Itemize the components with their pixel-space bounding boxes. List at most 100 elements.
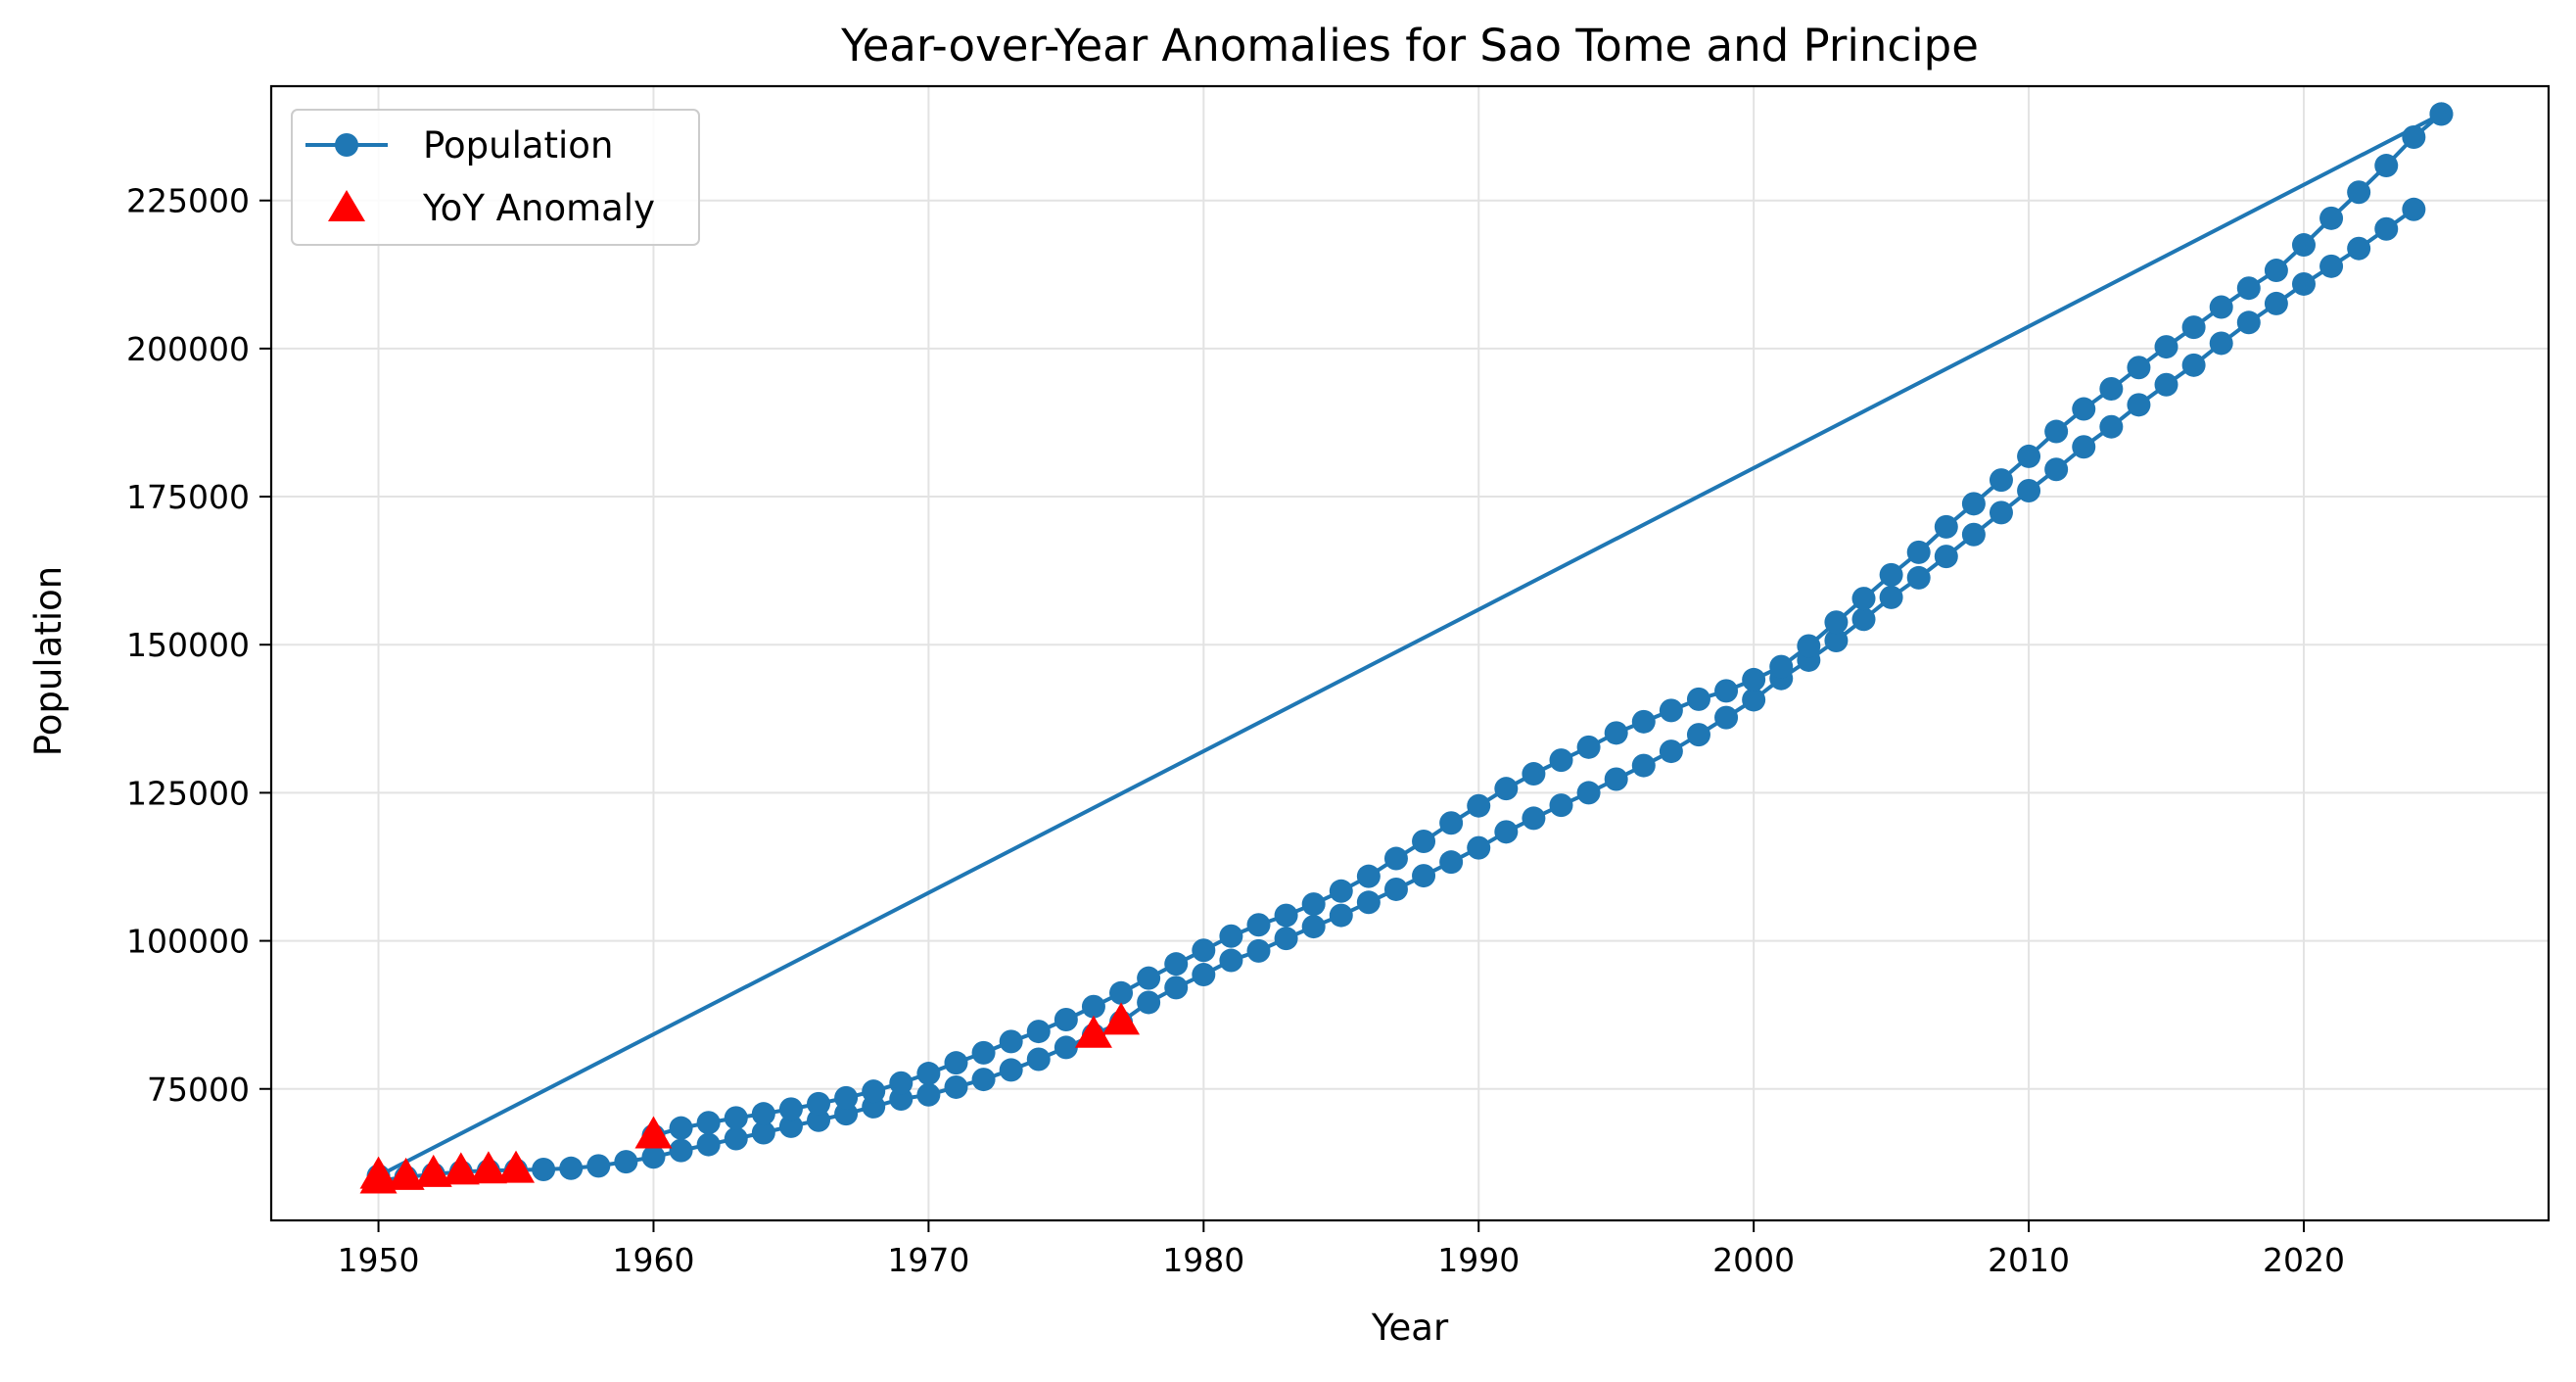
population-point: [1522, 806, 1546, 831]
population-point: [1219, 924, 1243, 948]
population-point: [1301, 915, 1326, 939]
population-point: [1164, 952, 1189, 977]
x-tick-label: 2020: [2263, 1241, 2345, 1279]
population-point: [1412, 864, 1436, 888]
population-point: [1383, 846, 1408, 871]
population-point: [724, 1106, 748, 1130]
population-point: [1659, 739, 1683, 764]
population-line-segment: [377, 112, 2443, 1178]
population-point: [1742, 667, 1766, 691]
anomaly-marker: [497, 1150, 536, 1183]
population-point: [2374, 154, 2399, 178]
population-point: [999, 1058, 1023, 1082]
population-point: [1522, 762, 1546, 786]
population-point: [1164, 976, 1189, 1000]
population-point: [2044, 457, 2069, 482]
population-point: [1576, 735, 1601, 759]
population-point: [1934, 514, 1958, 539]
population-point: [862, 1079, 886, 1104]
anomaly-marker: [359, 1156, 398, 1189]
population-point: [614, 1150, 638, 1174]
population-point: [1879, 585, 1903, 609]
population-point: [1246, 913, 1271, 937]
population-point: [2181, 315, 2206, 340]
anomaly-marker: [634, 1116, 673, 1149]
anomaly-marker: [414, 1154, 452, 1187]
population-point: [2099, 377, 2124, 402]
population-point: [1439, 811, 1464, 835]
population-point: [2264, 291, 2288, 315]
population-point: [2072, 435, 2096, 459]
population-point: [1961, 522, 1986, 547]
population-point: [1824, 610, 1849, 635]
population-point: [1934, 545, 1958, 569]
anomaly-marker: [442, 1152, 480, 1185]
legend-box: [291, 109, 700, 246]
population-point: [2154, 335, 2178, 359]
population-point: [1576, 781, 1601, 805]
anomaly-marker: [1102, 1002, 1141, 1035]
population-point: [586, 1154, 611, 1178]
population-point: [669, 1138, 693, 1163]
population-point: [2044, 419, 2069, 444]
population-point: [2374, 216, 2399, 241]
plot-frame: [269, 84, 2551, 1222]
population-point: [1137, 966, 1161, 990]
population-point: [2429, 102, 2454, 126]
y-tick-label: 75000: [147, 1071, 250, 1109]
population-point: [1081, 994, 1105, 1019]
x-tick-label: 2010: [1988, 1241, 2070, 1279]
population-point: [696, 1111, 721, 1135]
population-point: [2154, 372, 2178, 397]
population-point: [971, 1068, 996, 1092]
population-point: [2291, 271, 2316, 296]
population-point: [1054, 1008, 1078, 1032]
population-point: [1989, 500, 2013, 525]
x-tick-label: 1980: [1162, 1241, 1244, 1279]
population-point: [1742, 688, 1766, 712]
population-point: [669, 1116, 693, 1140]
y-tick-label: 100000: [126, 923, 250, 961]
population-point: [559, 1156, 584, 1180]
population-point: [2072, 397, 2096, 421]
population-point: [1797, 634, 1821, 658]
population-point: [1906, 565, 1931, 590]
legend: Population YoY Anomaly: [291, 109, 700, 246]
population-point: [1494, 777, 1519, 801]
population-point: [807, 1091, 831, 1116]
population-point: [696, 1132, 721, 1157]
population-point: [1109, 980, 1134, 1005]
population-point: [1494, 820, 1519, 844]
anomaly-marker: [1074, 1015, 1112, 1048]
population-point: [1714, 705, 1739, 730]
population-point: [2319, 254, 2344, 278]
x-tick-label: 1990: [1437, 1241, 1520, 1279]
legend-anomaly-label: YoY Anomaly: [422, 187, 655, 229]
population-point: [1026, 1047, 1051, 1072]
population-point: [778, 1097, 803, 1121]
population-point: [1412, 829, 1436, 853]
series-layer: [359, 102, 2454, 1194]
population-point: [1549, 793, 1573, 818]
population-point: [2236, 310, 2261, 335]
population-point: [2017, 479, 2041, 503]
population-point: [1906, 540, 1931, 564]
population-point: [1659, 698, 1683, 723]
population-point: [1356, 890, 1381, 915]
anomaly-marker: [469, 1151, 507, 1184]
population-point: [724, 1126, 748, 1151]
population-point: [1329, 879, 1353, 903]
population-point: [2236, 276, 2261, 301]
population-point: [916, 1082, 941, 1107]
population-point: [1686, 687, 1710, 711]
x-tick-label: 1950: [338, 1241, 420, 1279]
population-point: [751, 1120, 775, 1145]
population-point: [1769, 654, 1794, 679]
population-point: [1439, 850, 1464, 875]
population-point: [1631, 753, 1656, 778]
population-point: [2402, 125, 2426, 150]
x-tick-label: 2000: [1712, 1241, 1795, 1279]
population-point: [2017, 444, 2041, 468]
population-point: [916, 1062, 941, 1086]
population-point: [834, 1085, 859, 1110]
